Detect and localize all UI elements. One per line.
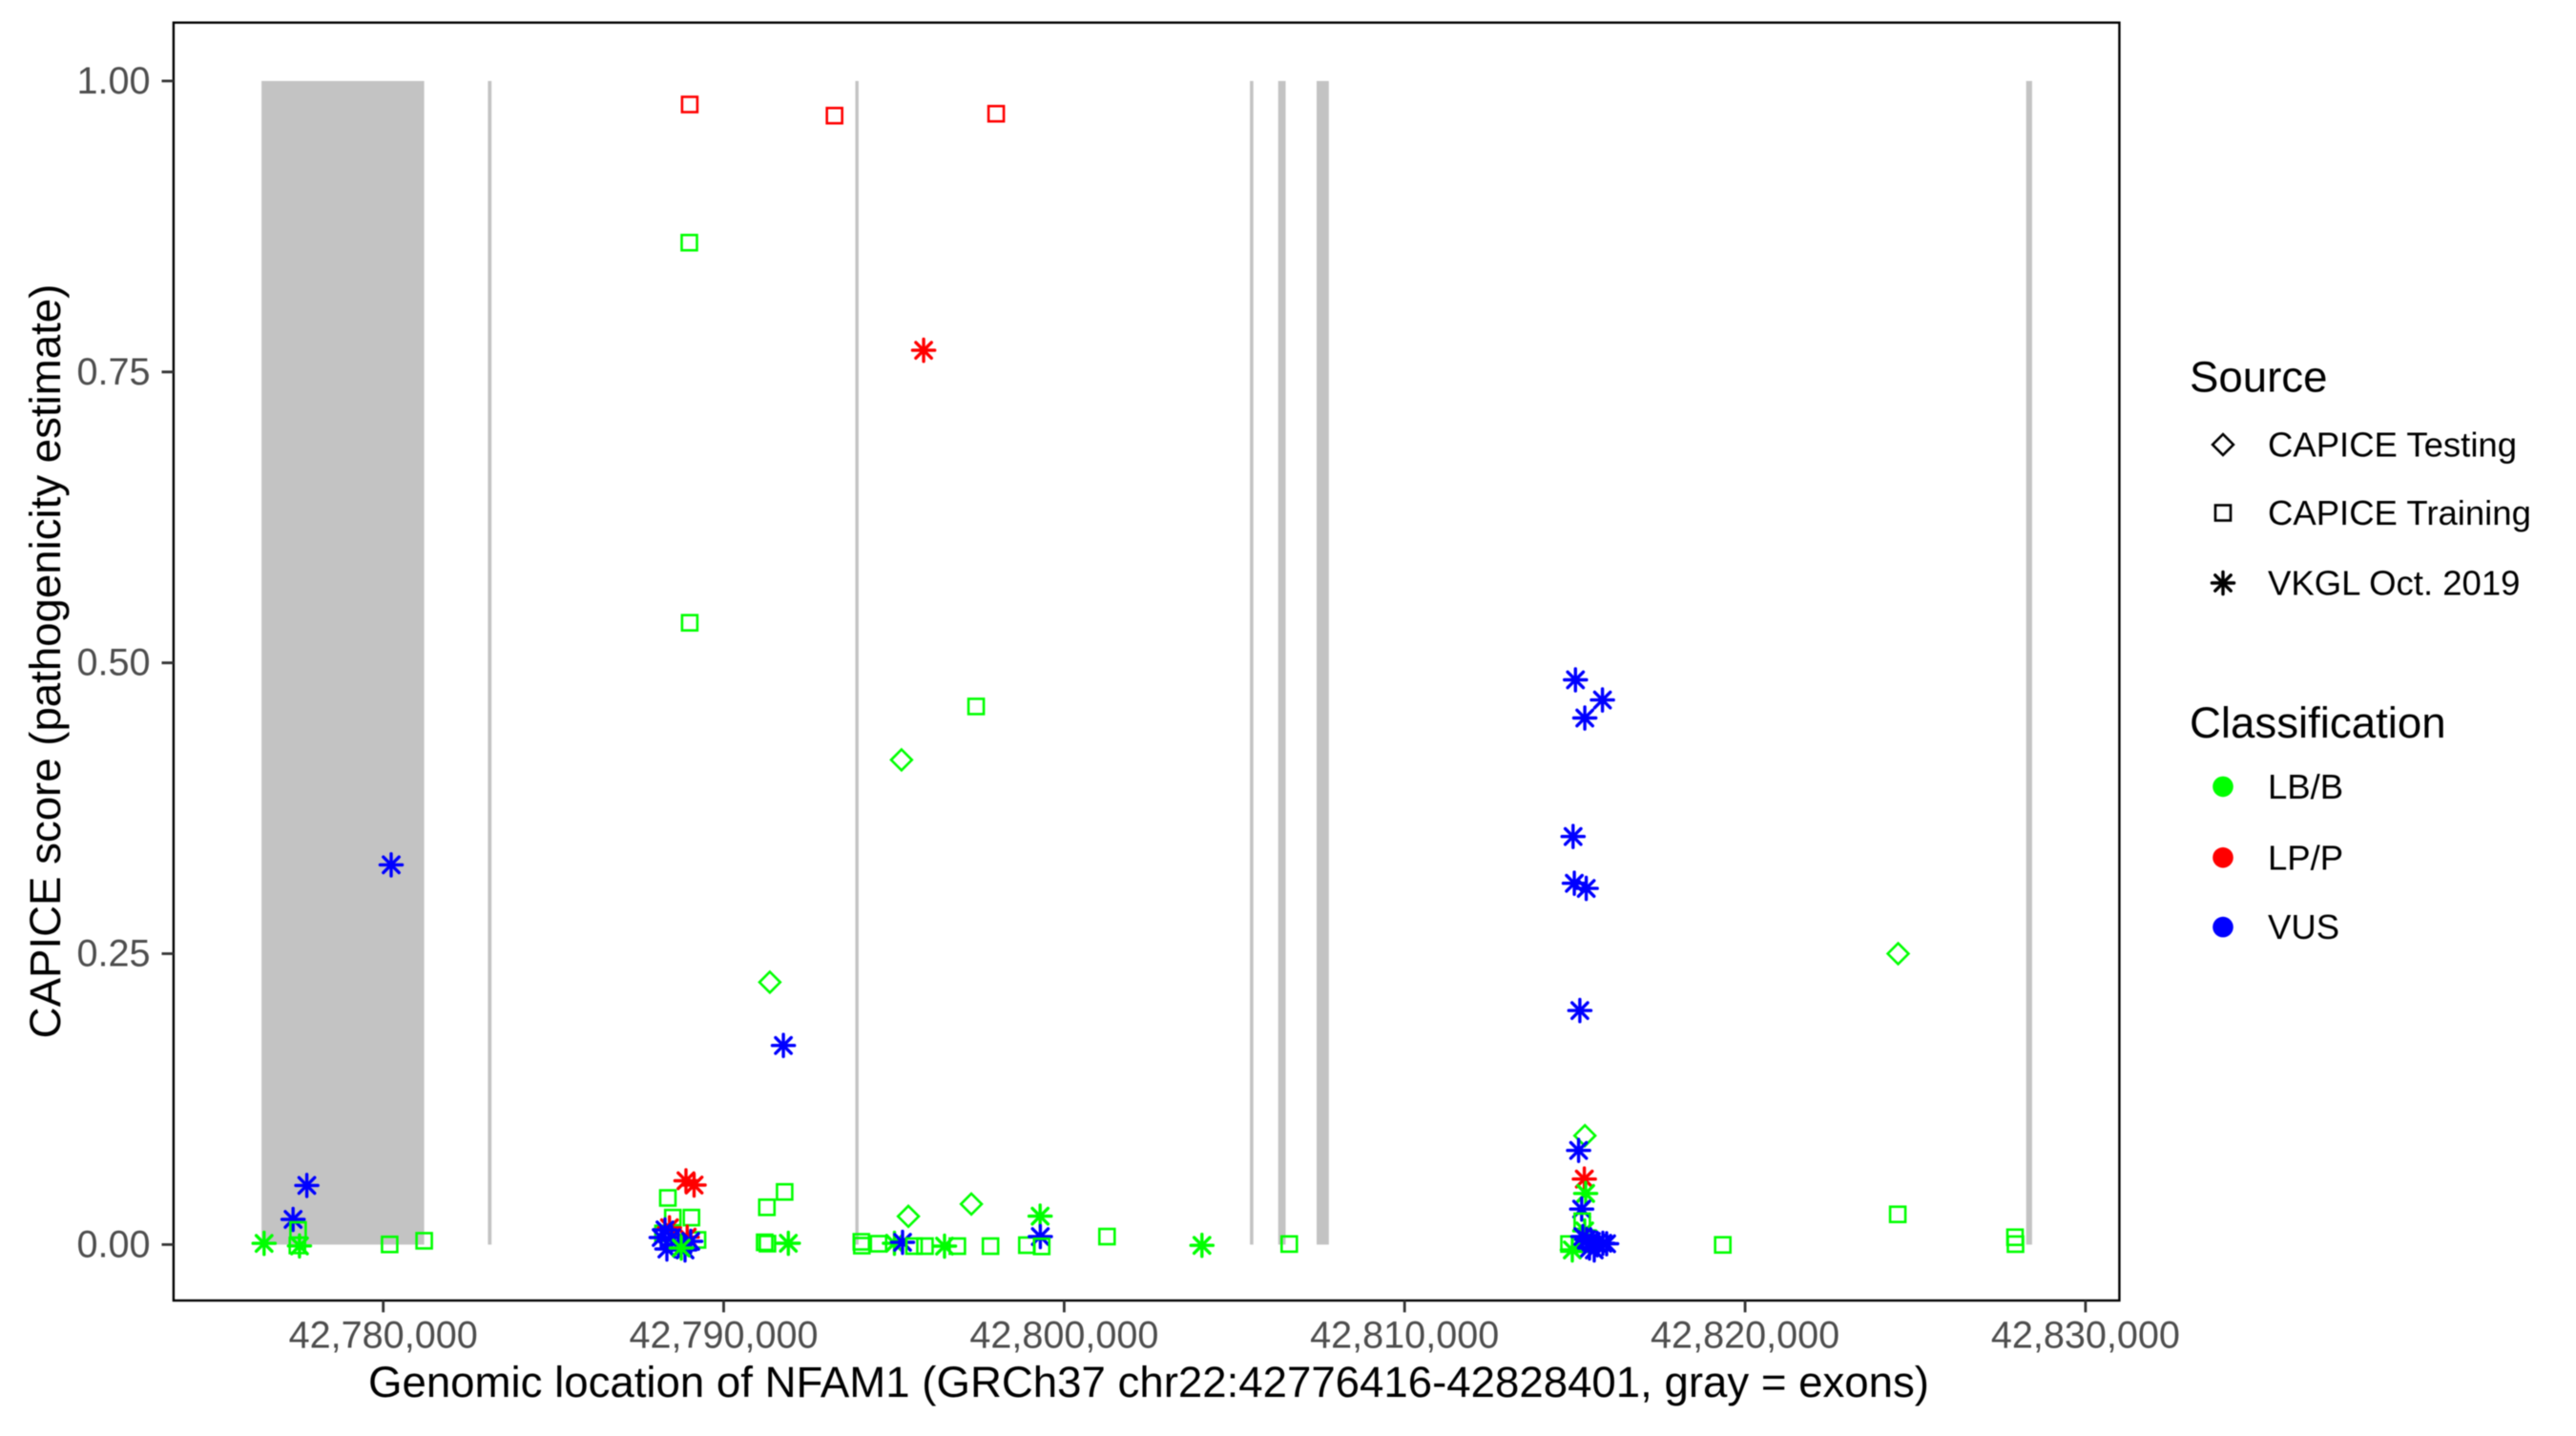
svg-text:Source: Source <box>2190 353 2327 402</box>
svg-text:CAPICE Training: CAPICE Training <box>2268 493 2531 532</box>
svg-text:CAPICE score (pathogenicity es: CAPICE score (pathogenicity estimate) <box>21 284 70 1039</box>
svg-text:0.25: 0.25 <box>76 933 150 975</box>
svg-text:CAPICE Testing: CAPICE Testing <box>2268 426 2517 465</box>
svg-text:LB/B: LB/B <box>2268 767 2343 806</box>
svg-text:0.50: 0.50 <box>76 642 150 684</box>
svg-text:1.00: 1.00 <box>76 60 150 102</box>
svg-text:VUS: VUS <box>2268 907 2339 947</box>
svg-text:42,780,000: 42,780,000 <box>289 1315 478 1357</box>
svg-text:VKGL Oct. 2019: VKGL Oct. 2019 <box>2268 564 2520 603</box>
svg-text:42,810,000: 42,810,000 <box>1310 1315 1499 1357</box>
svg-text:Classification: Classification <box>2190 698 2446 747</box>
svg-text:42,790,000: 42,790,000 <box>629 1315 818 1357</box>
svg-text:Genomic location of NFAM1 (GRC: Genomic location of NFAM1 (GRCh37 chr22:… <box>368 1358 1929 1406</box>
svg-text:LP/P: LP/P <box>2268 838 2343 877</box>
svg-text:42,800,000: 42,800,000 <box>969 1315 1158 1357</box>
svg-text:42,830,000: 42,830,000 <box>1991 1315 2180 1357</box>
svg-text:0.75: 0.75 <box>76 351 150 393</box>
svg-text:42,820,000: 42,820,000 <box>1651 1315 1839 1357</box>
svg-text:0.00: 0.00 <box>76 1223 150 1265</box>
